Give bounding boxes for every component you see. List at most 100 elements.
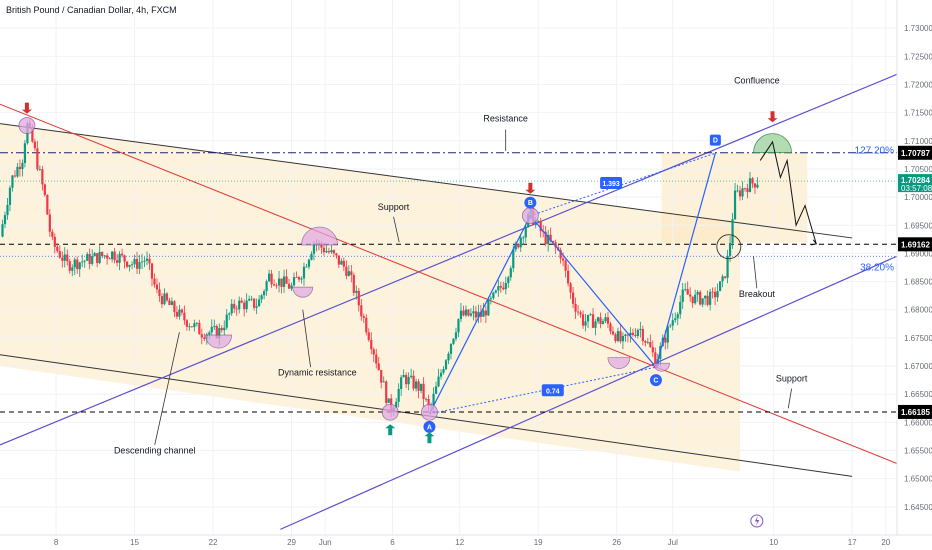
candle-body (6, 204, 9, 216)
candle-body (581, 314, 585, 326)
candle-body (464, 309, 468, 316)
candle-body (619, 331, 622, 342)
candle-body (185, 320, 188, 327)
candle-body (494, 290, 497, 293)
candle-body (240, 300, 243, 303)
projection-arrowhead (811, 239, 818, 246)
last-price-value: 1.70284 (901, 176, 930, 185)
candle-body (375, 354, 378, 364)
time-tick-label: 26 (612, 538, 621, 547)
price-tick-label: 1.71000 (904, 137, 932, 146)
candle-body (519, 237, 522, 248)
sell-arrow (525, 182, 536, 194)
last-price-tag (898, 174, 932, 193)
candle-body (651, 347, 654, 353)
candle-body (36, 148, 39, 170)
candle-body (594, 321, 597, 328)
candle-body (347, 271, 350, 276)
candle-body (61, 257, 64, 261)
candle-body (106, 255, 109, 259)
candle-body (684, 289, 687, 290)
candle-body (285, 276, 288, 284)
candle-body (307, 259, 311, 267)
candle-body (497, 286, 500, 291)
price-axis: 1.64500 1.65000 1.65500 1.66000 1.66500 1.670… (896, 0, 932, 535)
candle-body (248, 298, 251, 301)
annotation-breakout: Breakout (739, 289, 776, 299)
time-tick-label: 12 (455, 538, 464, 547)
candle-body (175, 311, 179, 317)
candle-body (98, 251, 101, 264)
touch-arc (653, 362, 670, 372)
candle-body (412, 375, 415, 389)
candle-body (599, 317, 602, 324)
price-tick-label: 1.70500 (904, 165, 932, 174)
candle-body (522, 237, 525, 239)
candle-body (534, 221, 537, 225)
pattern-point-label: A (427, 424, 432, 431)
candle-body (502, 287, 505, 290)
annotation-pointer (787, 388, 792, 409)
candle-body (579, 312, 582, 315)
candle-body (305, 266, 308, 268)
annotation-support: Support (378, 202, 410, 212)
candle-body (345, 266, 348, 276)
candle-body (66, 254, 69, 262)
candle-body (93, 253, 96, 257)
candle-body (694, 294, 697, 304)
candle-body (405, 374, 408, 385)
candle-body (1, 224, 4, 237)
candle-body (88, 254, 91, 264)
candle-body (140, 261, 144, 263)
candle-body (444, 360, 448, 370)
price-axis-background (897, 0, 932, 535)
fib-label: 38.20% (860, 263, 894, 274)
level-tag-upper (898, 145, 932, 160)
candle-body (419, 383, 423, 391)
candle-body (118, 253, 121, 263)
candle-body (462, 310, 465, 316)
candle-body (459, 310, 463, 319)
candle-body (586, 314, 590, 322)
candle-body (120, 253, 124, 256)
candle-body (51, 231, 54, 237)
candle-body (424, 398, 428, 400)
candle-body (280, 278, 283, 287)
candle-body (385, 381, 388, 403)
candle-body (709, 291, 712, 305)
time-tick-label: 29 (287, 538, 296, 547)
candle-body (342, 260, 345, 267)
candle-body (195, 322, 198, 324)
candle-body (509, 268, 512, 278)
candle-body (180, 309, 183, 313)
price-tick-label: 1.64500 (904, 503, 932, 512)
candle-body (116, 260, 119, 263)
candle-body (71, 267, 74, 271)
candle-body (574, 303, 577, 312)
candle-body (422, 383, 425, 400)
candle-body (101, 251, 104, 257)
candle-body (616, 331, 620, 342)
candle-body (596, 317, 600, 322)
candle-body (524, 226, 527, 238)
candle-body (63, 254, 66, 261)
candle-body (621, 336, 625, 342)
candle-body (728, 243, 732, 256)
lightning-icon (754, 516, 760, 526)
candle-body (397, 388, 400, 402)
candle-body (31, 127, 34, 142)
candle-body (611, 331, 615, 335)
touch-arc (607, 357, 631, 369)
annotation-pointer (154, 332, 180, 445)
touch-circle (18, 117, 36, 134)
candle-body (68, 261, 71, 271)
purple-lower-line (280, 255, 898, 530)
candle-body (282, 276, 286, 287)
candle-body (718, 281, 722, 292)
touch-arc (301, 226, 338, 246)
ratio-box (600, 177, 623, 190)
candle-body (133, 258, 136, 265)
pattern-point-d-marker (709, 134, 721, 146)
